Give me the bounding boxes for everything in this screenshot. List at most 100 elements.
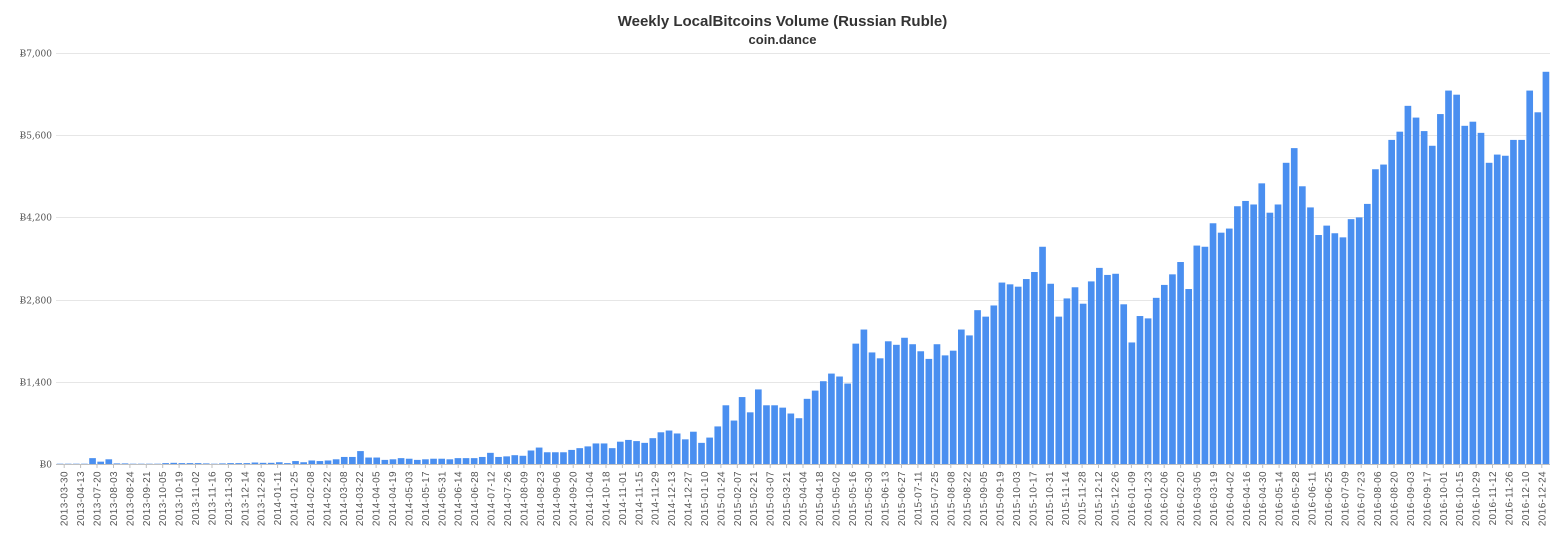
bar[interactable]: [560, 452, 567, 464]
bar[interactable]: [1339, 237, 1347, 464]
bar[interactable]: [1063, 298, 1071, 464]
bar[interactable]: [876, 358, 884, 464]
bar[interactable]: [787, 413, 795, 464]
bar[interactable]: [470, 458, 478, 464]
bar[interactable]: [357, 451, 364, 464]
bar[interactable]: [552, 452, 559, 464]
bar[interactable]: [657, 432, 665, 464]
bar[interactable]: [836, 376, 843, 464]
bar[interactable]: [389, 459, 397, 464]
bar[interactable]: [1299, 186, 1306, 464]
bar[interactable]: [1006, 284, 1014, 464]
bar[interactable]: [397, 458, 405, 464]
bar[interactable]: [405, 458, 413, 464]
bar[interactable]: [1404, 105, 1412, 464]
bar[interactable]: [917, 351, 925, 464]
bar[interactable]: [1307, 207, 1314, 465]
bar[interactable]: [1104, 274, 1111, 464]
bar[interactable]: [828, 373, 835, 464]
bar[interactable]: [706, 437, 713, 464]
bar[interactable]: [495, 456, 502, 464]
bar[interactable]: [1128, 342, 1136, 464]
bar[interactable]: [324, 460, 332, 464]
bar[interactable]: [1031, 272, 1038, 464]
bar[interactable]: [1290, 148, 1298, 464]
bar[interactable]: [1518, 139, 1525, 464]
bar[interactable]: [1282, 162, 1290, 465]
bar[interactable]: [251, 462, 259, 464]
bar[interactable]: [1396, 131, 1404, 464]
bar[interactable]: [771, 405, 778, 464]
bar[interactable]: [422, 459, 429, 464]
bar[interactable]: [89, 458, 96, 464]
bar[interactable]: [413, 459, 421, 464]
bar[interactable]: [1323, 225, 1331, 464]
bar[interactable]: [349, 456, 356, 464]
bar[interactable]: [1437, 114, 1444, 464]
bar[interactable]: [966, 335, 973, 464]
bar[interactable]: [795, 418, 803, 464]
bar[interactable]: [974, 310, 981, 464]
bar[interactable]: [186, 463, 194, 464]
bar[interactable]: [1250, 204, 1257, 465]
bar[interactable]: [1347, 219, 1355, 464]
bar[interactable]: [1274, 204, 1282, 465]
bar[interactable]: [1355, 217, 1363, 464]
bar[interactable]: [202, 463, 210, 464]
bar[interactable]: [373, 457, 381, 464]
bar[interactable]: [1420, 131, 1428, 464]
bar[interactable]: [1193, 245, 1201, 464]
bar[interactable]: [259, 462, 267, 464]
bar[interactable]: [1266, 212, 1274, 464]
bar[interactable]: [1144, 318, 1152, 464]
bar[interactable]: [1428, 145, 1436, 464]
bar[interactable]: [1534, 112, 1542, 465]
bar[interactable]: [1445, 90, 1452, 464]
bar[interactable]: [1493, 154, 1501, 464]
bar[interactable]: [958, 329, 965, 464]
bar[interactable]: [446, 459, 454, 464]
bar[interactable]: [219, 463, 226, 464]
bar[interactable]: [308, 460, 316, 464]
bar[interactable]: [909, 344, 916, 464]
bar[interactable]: [1453, 94, 1460, 464]
bar[interactable]: [275, 462, 283, 464]
bar[interactable]: [1372, 169, 1379, 464]
bar[interactable]: [1152, 297, 1160, 464]
bar[interactable]: [1315, 235, 1322, 464]
bar[interactable]: [381, 459, 389, 464]
bar[interactable]: [430, 458, 437, 464]
bar[interactable]: [170, 462, 178, 464]
bar[interactable]: [284, 463, 291, 464]
bar[interactable]: [438, 458, 446, 464]
bar[interactable]: [714, 426, 722, 464]
bar[interactable]: [884, 341, 892, 464]
bar[interactable]: [487, 452, 494, 464]
bar[interactable]: [844, 383, 851, 464]
bar[interactable]: [1071, 287, 1079, 464]
bar[interactable]: [1461, 125, 1469, 464]
bar[interactable]: [819, 381, 827, 464]
bar[interactable]: [1331, 233, 1339, 464]
bar[interactable]: [478, 456, 486, 464]
bar[interactable]: [535, 447, 543, 464]
bar[interactable]: [1542, 71, 1550, 464]
bar[interactable]: [1412, 117, 1420, 464]
bar[interactable]: [600, 443, 608, 464]
bar[interactable]: [690, 431, 697, 464]
bar[interactable]: [868, 352, 876, 464]
bar[interactable]: [608, 448, 616, 464]
bar[interactable]: [332, 459, 340, 464]
bar[interactable]: [592, 443, 600, 464]
bar[interactable]: [1477, 132, 1485, 464]
bar[interactable]: [901, 337, 908, 464]
bar[interactable]: [852, 343, 860, 464]
bar[interactable]: [292, 461, 299, 464]
bar[interactable]: [503, 456, 510, 464]
bar[interactable]: [860, 329, 868, 464]
bar[interactable]: [755, 389, 762, 464]
bar[interactable]: [340, 456, 348, 464]
bar[interactable]: [681, 439, 689, 464]
bar[interactable]: [1363, 203, 1371, 464]
bar[interactable]: [365, 457, 372, 464]
